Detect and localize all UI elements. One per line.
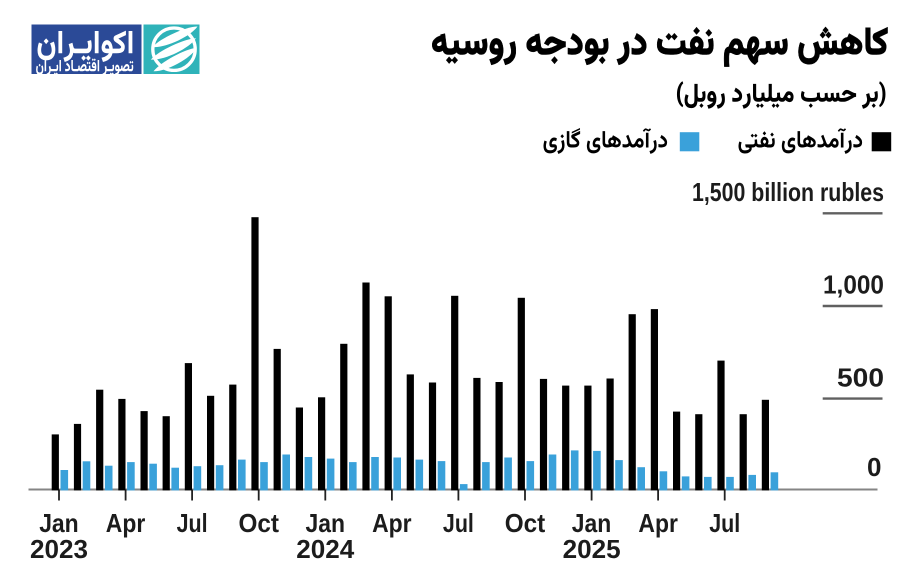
svg-text:Apr: Apr xyxy=(106,508,146,538)
svg-text:0: 0 xyxy=(867,452,882,482)
svg-text:Oct: Oct xyxy=(239,508,280,538)
svg-text:500: 500 xyxy=(837,362,884,392)
svg-text:Apr: Apr xyxy=(638,508,678,538)
svg-text:Jul: Jul xyxy=(709,508,740,538)
svg-text:2024: 2024 xyxy=(296,534,355,564)
svg-text:Jul: Jul xyxy=(177,508,208,538)
svg-text:Jul: Jul xyxy=(443,508,474,538)
svg-text:Oct: Oct xyxy=(505,508,546,538)
svg-text:1,000: 1,000 xyxy=(823,269,884,299)
svg-text:1,500 billion rubles: 1,500 billion rubles xyxy=(692,177,884,207)
svg-text:Jan: Jan xyxy=(572,508,612,538)
svg-text:Apr: Apr xyxy=(372,508,412,538)
svg-text:Jan: Jan xyxy=(39,508,78,538)
svg-text:Jan: Jan xyxy=(306,508,346,538)
svg-text:2025: 2025 xyxy=(563,534,621,564)
svg-text:2023: 2023 xyxy=(30,534,88,564)
